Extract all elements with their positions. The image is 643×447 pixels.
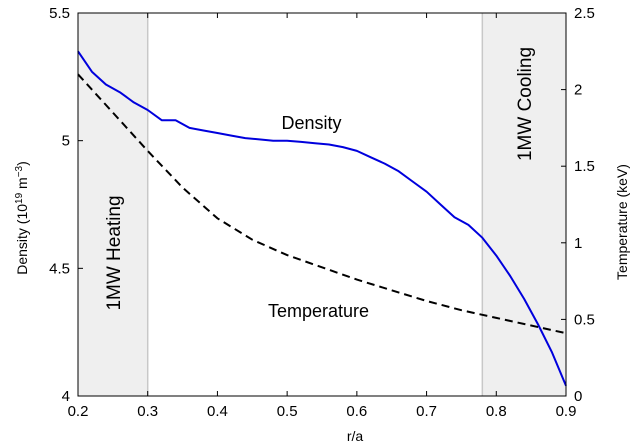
y-left-tick-label: 5 bbox=[62, 133, 70, 150]
x-tick-label: 0.5 bbox=[277, 403, 298, 420]
ticks-layer: 0.2 0.3 0.4 0.5 0.6 0.7 0.8 0.9 4 4.5 5 5.5 0 0.5 1 1.5… bbox=[49, 5, 595, 420]
region-label-0: 1MW Heating bbox=[104, 195, 125, 310]
y-left-tick-label: 5.5 bbox=[49, 5, 70, 22]
y-right-tick-label: 1 bbox=[574, 235, 582, 252]
x-tick-label: 0.4 bbox=[207, 403, 228, 420]
y-left-tick-label: 4 bbox=[62, 388, 70, 405]
regions-layer: 1MW Heating 1MW Cooling bbox=[78, 13, 566, 396]
annotation-temperature: Temperature bbox=[268, 301, 369, 321]
y-right-tick-label: 2.5 bbox=[574, 5, 595, 22]
region-0 bbox=[78, 13, 148, 396]
series-layer bbox=[77, 50, 567, 387]
y-left-label-part2: m bbox=[14, 177, 30, 193]
region-label-1: 1MW Cooling bbox=[515, 47, 536, 161]
annotation-density: Density bbox=[282, 113, 342, 133]
series-line-temperature bbox=[77, 73, 567, 335]
y-left-label-exp2: −3 bbox=[14, 165, 25, 177]
region-1 bbox=[482, 13, 566, 396]
annotations-layer: Density Temperature bbox=[268, 113, 369, 321]
x-tick-label: 0.6 bbox=[346, 403, 367, 420]
x-tick-label: 0.2 bbox=[68, 403, 89, 420]
y-right-tick-label: 0.5 bbox=[574, 311, 595, 328]
y-axis-left-label: Density (1019 m−3) bbox=[14, 161, 31, 275]
x-tick-label: 0.3 bbox=[137, 403, 158, 420]
x-tick-label: 0.8 bbox=[486, 403, 507, 420]
y-right-tick-label: 2 bbox=[574, 82, 582, 99]
y-axis-right-label: Temperature (keV) bbox=[614, 164, 630, 280]
x-tick-label: 0.7 bbox=[416, 403, 437, 420]
x-axis-label: r/a bbox=[347, 428, 364, 444]
x-tick-label: 0.9 bbox=[556, 403, 577, 420]
plot-border bbox=[77, 12, 567, 397]
y-left-label-part3: ) bbox=[14, 161, 30, 166]
y-right-tick-label: 1.5 bbox=[574, 158, 595, 175]
y-right-tick-label: 0 bbox=[574, 388, 582, 405]
y-left-tick-label: 4.5 bbox=[49, 260, 70, 277]
series-line-density bbox=[77, 50, 567, 387]
y-left-label-exp1: 19 bbox=[14, 192, 25, 204]
plot-frame bbox=[77, 12, 567, 397]
y-left-label-part1: Density (10 bbox=[14, 204, 30, 275]
